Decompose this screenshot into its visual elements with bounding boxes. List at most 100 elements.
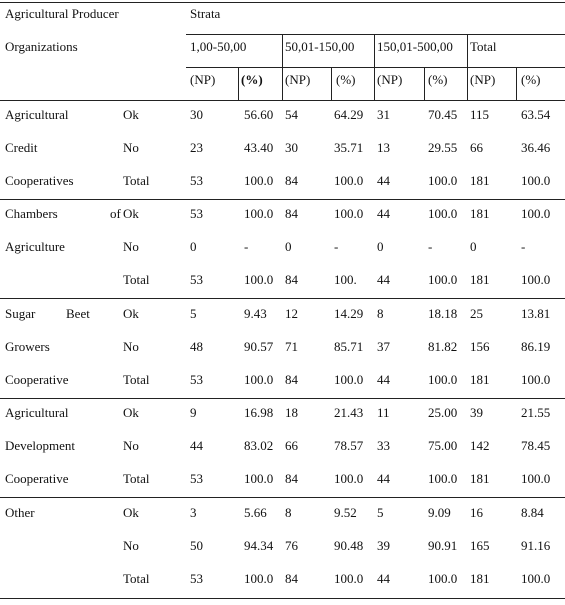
pct-cell: 64.29 [334,107,364,122]
pct-cell: 43.40 [244,140,274,155]
np-cell: 12 [285,306,298,321]
group-rule [0,298,565,299]
pct-cell: 8.84 [521,505,544,520]
pct-cell: 63.54 [521,107,551,122]
org-header-line1: Agricultural Producer [5,6,119,21]
np-cell: 84 [285,571,298,586]
pct-cell: 85.71 [334,339,364,354]
pct-cell: - [521,239,526,254]
status-label: Total [123,471,150,486]
pct-cell: 100.0 [244,571,274,586]
pct-cell: 100.0 [428,471,458,486]
group-rule [0,398,565,399]
pct-cell: 21.43 [334,405,364,420]
np-cell: 84 [285,471,298,486]
pct-cell: 9.43 [244,306,267,321]
np-cell: 66 [285,438,298,453]
np-cell: 16 [470,505,483,520]
pct-cell: 100.0 [244,272,274,287]
np-cell: 30 [190,107,203,122]
pct-cell: 100.0 [521,571,551,586]
pct-cell: 83.02 [244,438,274,453]
np-cell: 18 [285,405,298,420]
status-label: No [123,538,139,553]
np-cell: 84 [285,206,298,221]
status-label: Total [123,372,150,387]
status-label: Total [123,272,150,287]
np-cell: 53 [190,206,203,221]
status-label: No [123,438,139,453]
np-cell: 84 [285,372,298,387]
pct-cell: 100.0 [428,372,458,387]
status-label: Ok [123,107,139,122]
np-cell: 0 [377,239,384,254]
sub-pct: (%) [336,72,356,87]
np-cell: 0 [190,239,197,254]
status-label: No [123,339,139,354]
pct-cell: 90.57 [244,339,274,354]
np-cell: 181 [470,571,490,586]
pct-cell: - [428,239,433,254]
np-cell: 84 [285,272,298,287]
np-cell: 71 [285,339,298,354]
sub-np: (NP) [470,72,496,87]
np-cell: 37 [377,339,390,354]
pct-cell: 35.71 [334,140,364,155]
header-divider [374,34,375,100]
np-cell: 44 [377,173,390,188]
np-cell: 53 [190,571,203,586]
np-cell: 33 [377,438,390,453]
status-label: No [123,140,139,155]
org-name-continued: Beet [66,306,90,321]
pct-cell: 100.0 [244,206,274,221]
sub-pct: (%) [241,72,263,87]
status-label: Ok [123,306,139,321]
col-group-3: 150,01-500,00 [377,39,453,54]
np-cell: 54 [285,107,298,122]
np-cell: 5 [190,306,197,321]
pct-cell: 100.0 [521,173,551,188]
pct-cell: 86.19 [521,339,551,354]
np-cell: 11 [377,405,390,420]
pct-cell: 100.0 [334,206,364,221]
org-header-line2: Organizations [5,39,78,54]
pct-cell: 75.00 [428,438,458,453]
np-cell: 181 [470,372,490,387]
status-label: No [123,239,139,254]
np-cell: 44 [377,206,390,221]
pct-cell: 14.29 [334,306,364,321]
col-group-4: Total [470,39,497,54]
np-cell: 181 [470,471,490,486]
pct-cell: 36.46 [521,140,551,155]
pct-cell: - [244,239,249,254]
sub-np: (NP) [377,72,403,87]
np-cell: 84 [285,173,298,188]
pct-cell: 70.45 [428,107,458,122]
header-divider [467,34,468,100]
sub-np: (NP) [285,72,311,87]
np-cell: 39 [377,538,390,553]
np-cell: 8 [377,306,384,321]
np-cell: 156 [470,339,490,354]
pct-cell: 78.57 [334,438,364,453]
np-cell: 53 [190,272,203,287]
pct-cell: 100.0 [428,173,458,188]
org-name: Chambers [5,206,58,221]
status-label: Ok [123,405,139,420]
np-cell: 44 [377,571,390,586]
pct-cell: 90.48 [334,538,364,553]
np-cell: 142 [470,438,490,453]
np-cell: 181 [470,272,490,287]
pct-cell: 100.0 [244,173,274,188]
col-group-2: 50,01-150,00 [285,39,355,54]
np-cell: 0 [285,239,292,254]
status-label: Total [123,571,150,586]
sub-pct: (%) [428,72,448,87]
strata-rule [186,34,565,35]
pct-cell: 100.0 [521,372,551,387]
org-name: Sugar [5,306,36,321]
pct-cell: 25.00 [428,405,458,420]
pct-cell: 91.16 [521,538,551,553]
bottom-rule [0,598,565,599]
org-name: Cooperatives [5,173,74,188]
